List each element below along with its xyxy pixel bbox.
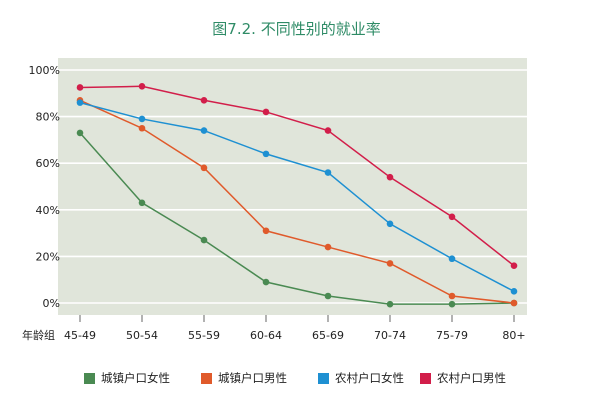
series-line [79, 132, 515, 305]
plot-area [58, 58, 527, 315]
data-point [138, 83, 146, 90]
x-tick-label: 80+ [502, 329, 525, 342]
x-tick-label: 50-54 [126, 329, 158, 342]
series-line [79, 85, 515, 267]
x-axis-label: 年龄组 [22, 328, 55, 342]
legend-item: 农村户口女性 [318, 369, 404, 387]
data-point [138, 115, 146, 123]
data-point [76, 84, 84, 91]
data-point [448, 255, 456, 263]
legend-label: 城镇户口男性 [218, 371, 287, 385]
legend-item: 城镇户口女性 [84, 369, 170, 387]
data-point [200, 236, 208, 244]
series [76, 129, 518, 308]
y-tick-label: 40% [36, 204, 60, 217]
series [76, 99, 518, 295]
data-point [76, 129, 84, 137]
data-point [262, 278, 270, 286]
data-point [138, 199, 146, 207]
data-point [386, 220, 394, 228]
data-point [262, 108, 270, 116]
legend-item: 城镇户口男性 [201, 369, 287, 387]
data-point [200, 164, 208, 172]
legend-swatch [201, 372, 212, 384]
data-point [200, 127, 208, 134]
x-axis-ticks: 45-49 50-54 55-59 60-64 65-69 70-74 75-79 80+ [64, 315, 526, 342]
data-point [324, 127, 332, 134]
series-lines [76, 83, 518, 308]
data-point [200, 96, 208, 104]
data-point [76, 99, 84, 106]
data-point [324, 169, 332, 176]
data-point [386, 260, 394, 267]
y-tick-label: 60% [36, 157, 60, 170]
data-point [262, 150, 270, 158]
legend-label: 城镇户口女性 [101, 371, 170, 385]
x-tick-label: 75-79 [436, 329, 468, 342]
data-point [324, 292, 332, 300]
legend-swatch [420, 372, 431, 384]
data-point [138, 124, 146, 132]
legend-swatch [84, 372, 95, 384]
y-tick-label: 100% [29, 64, 60, 77]
chart-title: 图7.2. 不同性别的就业率 [212, 20, 381, 38]
y-tick-label: 0% [43, 297, 60, 310]
x-tick-label: 45-49 [64, 329, 96, 342]
x-tick-label: 65-69 [312, 329, 344, 342]
data-point [510, 288, 518, 295]
y-tick-label: 20% [36, 250, 60, 263]
data-point [448, 213, 456, 221]
data-point [448, 292, 456, 300]
data-point [324, 243, 332, 251]
series [76, 83, 518, 270]
data-point [262, 227, 270, 235]
legend: 城镇户口女性 城镇户口男性 农村户口女性 农村户口男性 [0, 369, 593, 387]
series-line [79, 101, 515, 293]
legend-label: 农村户口男性 [437, 371, 506, 385]
data-point [510, 262, 518, 270]
series-line [79, 99, 515, 304]
series [76, 96, 518, 307]
data-point [386, 173, 394, 181]
y-tick-label: 80% [36, 111, 60, 124]
legend-item: 农村户口男性 [420, 369, 506, 387]
legend-swatch [318, 372, 329, 384]
data-point [510, 299, 518, 307]
data-point [448, 300, 456, 308]
x-tick-label: 70-74 [374, 329, 406, 342]
x-tick-label: 55-59 [188, 329, 220, 342]
data-point [386, 300, 394, 308]
x-tick-label: 60-64 [250, 329, 282, 342]
legend-label: 农村户口女性 [335, 371, 404, 385]
y-axis-ticks: 0% 20% 40% 60% 80% 100% [29, 64, 60, 310]
